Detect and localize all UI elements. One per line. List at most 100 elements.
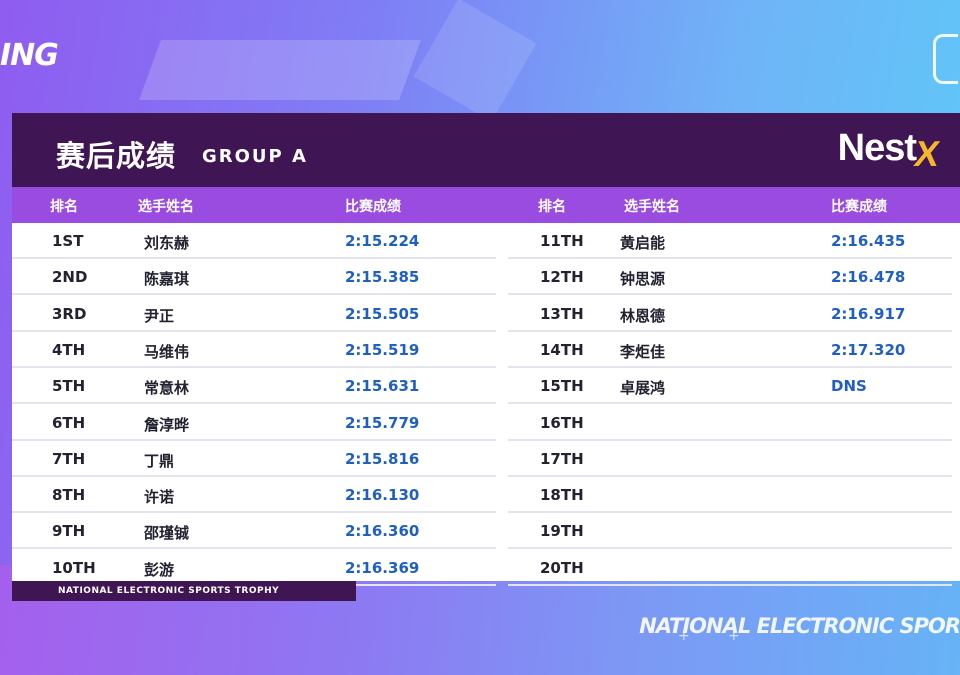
cell-name: 林恩德 <box>620 306 666 325</box>
cell-score: 2:16.360 <box>345 522 420 541</box>
cell-score: 2:15.385 <box>345 268 420 287</box>
cell-rank: 19TH <box>540 522 584 541</box>
header-score-right: 比赛成绩 <box>831 199 887 215</box>
cell-rank: 15TH <box>540 377 584 396</box>
cell-score: DNS <box>831 377 867 396</box>
table-row: 18TH <box>508 477 952 514</box>
row-divider <box>508 438 952 441</box>
cell-rank: 12TH <box>540 268 584 287</box>
table-row: 14TH 李炬佳 2:17.320 <box>508 332 952 368</box>
row-divider <box>508 547 952 550</box>
cell-score: 2:15.779 <box>345 413 420 432</box>
table-row: 5TH 常意林 2:15.631 <box>12 368 496 405</box>
table-row: 8TH 许诺 2:16.130 <box>12 477 496 514</box>
row-divider <box>508 293 952 296</box>
cell-rank: 9TH <box>52 522 86 541</box>
cell-rank: 18TH <box>540 486 584 505</box>
table-row: 13TH 林恩德 2:16.917 <box>508 296 952 332</box>
cell-score: 2:16.917 <box>831 304 906 323</box>
cell-rank: 7TH <box>52 449 86 468</box>
row-divider <box>508 257 952 259</box>
results-card: 赛后成绩 GROUP A Nest X 排名 选手姓名 比赛成绩 排名 选手姓名… <box>12 113 960 586</box>
header-name-left: 选手姓名 <box>138 199 194 215</box>
row-divider <box>12 293 496 296</box>
cell-score: 2:15.631 <box>345 377 420 396</box>
table-row: 6TH 詹淳晔 2:15.779 <box>12 405 496 441</box>
cell-rank: 20TH <box>540 558 584 577</box>
cell-name: 李炬佳 <box>620 342 666 361</box>
cell-rank: 5TH <box>52 377 86 396</box>
row-divider <box>12 329 496 332</box>
footer-right-text: NATIONAL ELECTRONIC SPOR <box>639 614 960 638</box>
table-row: 2ND 陈嘉琪 2:15.385 <box>12 259 496 296</box>
group-label: GROUP A <box>202 146 308 167</box>
row-divider <box>508 402 952 405</box>
table-row: 19TH <box>508 513 952 550</box>
cell-name: 刘东赫 <box>144 234 190 252</box>
cell-score: 2:16.369 <box>345 558 420 577</box>
cell-rank: 6TH <box>52 413 86 432</box>
cell-score: 2:15.816 <box>345 449 420 468</box>
table-row: 9TH 邵瑾铖 2:16.360 <box>12 513 496 550</box>
table-row: 4TH 马维伟 2:15.519 <box>12 332 496 368</box>
table-row: 16TH <box>508 405 952 441</box>
corner-left-text: ING <box>0 38 59 73</box>
cell-name: 钟思源 <box>620 270 666 289</box>
title-bar: 赛后成绩 GROUP A Nest X <box>12 113 960 187</box>
footer-tag: NATIONAL ELECTRONIC SPORTS TROPHY <box>12 581 356 601</box>
table-row: 11TH 黄启能 2:16.435 <box>508 223 952 259</box>
cell-rank: 13TH <box>540 304 584 323</box>
table-row: 15TH 卓展鸿 DNS <box>508 368 952 405</box>
cell-name: 黄启能 <box>620 234 666 252</box>
row-divider <box>508 329 952 332</box>
cell-score: 2:16.435 <box>831 232 906 250</box>
cell-rank: 8TH <box>52 486 86 505</box>
table-row: 20TH <box>508 550 952 586</box>
table-row: 1ST 刘东赫 2:15.224 <box>12 223 496 259</box>
row-divider <box>12 365 496 368</box>
cell-rank: 16TH <box>540 413 584 432</box>
cell-score: 2:15.519 <box>345 340 420 359</box>
header-score-left: 比赛成绩 <box>345 199 401 215</box>
nestx-logo: Nest X <box>837 127 942 174</box>
cell-rank: 3RD <box>52 304 87 323</box>
plus-icon: + <box>728 628 740 644</box>
cell-rank: 2ND <box>52 268 88 287</box>
cell-rank: 17TH <box>540 449 584 468</box>
table-row: 3RD 尹正 2:15.505 <box>12 296 496 332</box>
row-divider <box>12 438 496 441</box>
corner-shield-icon <box>933 34 958 84</box>
bg-shape <box>139 40 421 100</box>
row-divider <box>12 547 496 550</box>
row-divider <box>12 474 496 477</box>
table-row: 12TH 钟思源 2:16.478 <box>508 259 952 296</box>
table-row: 7TH 丁鼎 2:15.816 <box>12 441 496 477</box>
cell-name: 邵瑾铖 <box>144 524 190 543</box>
plus-icon: + <box>678 628 690 644</box>
row-divider <box>12 402 496 405</box>
logo-text: Nest <box>837 127 917 169</box>
cell-name: 许诺 <box>144 488 175 507</box>
cell-name: 詹淳晔 <box>144 415 190 434</box>
cell-name: 丁鼎 <box>144 451 175 470</box>
cell-rank: 11TH <box>540 232 584 250</box>
row-divider <box>12 257 496 259</box>
row-divider <box>508 474 952 477</box>
cell-name: 陈嘉琪 <box>144 270 190 289</box>
cell-score: 2:15.505 <box>345 304 420 323</box>
header-name-right: 选手姓名 <box>624 199 680 215</box>
cell-score: 2:15.224 <box>345 232 420 250</box>
row-divider <box>508 511 952 514</box>
cell-name: 卓展鸿 <box>620 379 666 398</box>
cell-name: 马维伟 <box>144 342 190 361</box>
cell-rank: 4TH <box>52 340 86 359</box>
table-header: 排名 选手姓名 比赛成绩 排名 选手姓名 比赛成绩 <box>12 187 960 223</box>
page-title: 赛后成绩 <box>56 139 177 173</box>
cell-rank: 10TH <box>52 558 96 577</box>
row-divider <box>508 365 952 368</box>
cell-score: 2:17.320 <box>831 340 906 359</box>
cell-rank: 1ST <box>52 232 84 250</box>
cell-score: 2:16.130 <box>345 486 420 505</box>
cell-name: 常意林 <box>144 379 190 398</box>
row-divider <box>12 511 496 514</box>
